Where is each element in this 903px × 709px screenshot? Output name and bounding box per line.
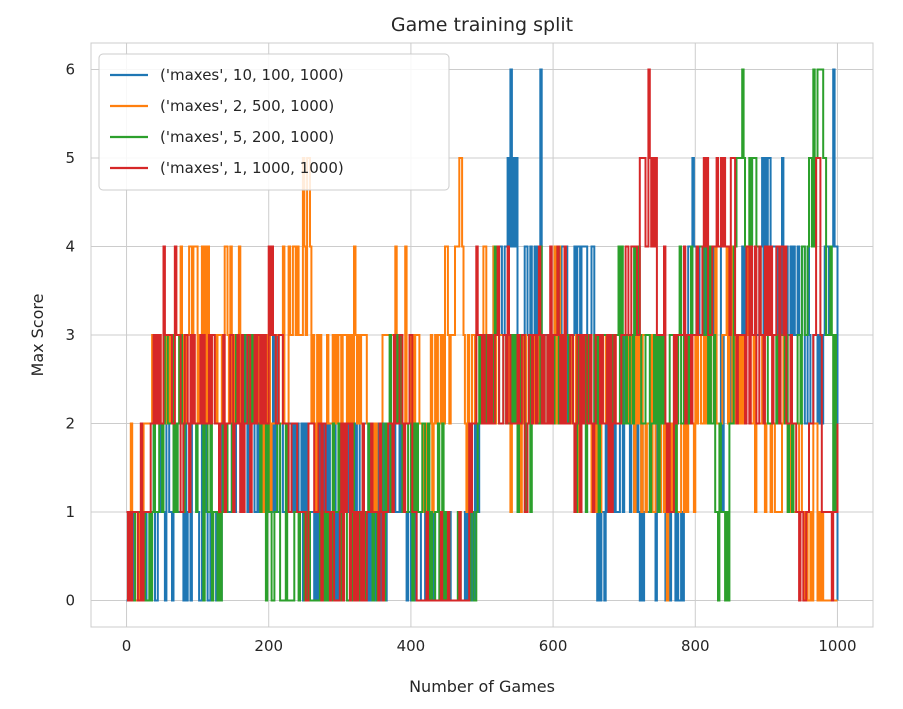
legend: ('maxes', 10, 100, 1000) ('maxes', 2, 500…: [98, 53, 450, 191]
y-tick-label: 0: [65, 591, 75, 609]
y-tick-label: 5: [65, 149, 75, 167]
x-axis-label: Number of Games: [409, 677, 555, 696]
chart-title: Game training split: [391, 14, 573, 36]
y-tick-label: 1: [65, 503, 75, 521]
x-tick-label: 400: [397, 637, 426, 655]
y-tick-label: 2: [65, 414, 75, 432]
y-tick-label: 3: [65, 326, 75, 344]
legend-box: [98, 53, 450, 191]
x-tick-label: 200: [254, 637, 283, 655]
x-tick-label: 0: [122, 637, 132, 655]
series-layer: [126, 68, 839, 602]
y-tick-label: 4: [65, 238, 75, 256]
y-ticks: 0 1 2 3 4 5 6: [65, 61, 75, 610]
y-tick-label: 6: [65, 61, 75, 79]
x-tick-label: 1000: [818, 637, 856, 655]
x-tick-label: 600: [539, 637, 568, 655]
y-axis-label: Max Score: [28, 294, 47, 377]
legend-entry: ('maxes', 2, 500, 1000): [160, 97, 334, 115]
legend-entry: ('maxes', 5, 200, 1000): [160, 128, 334, 146]
plot-frame: [90, 42, 874, 628]
series-line: [126, 68, 839, 602]
legend-entry: ('maxes', 10, 100, 1000): [160, 66, 344, 84]
x-ticks: 0 200 400 600 800 1000: [122, 637, 857, 655]
x-tick-label: 800: [681, 637, 710, 655]
legend-entry: ('maxes', 1, 1000, 1000): [160, 159, 344, 177]
